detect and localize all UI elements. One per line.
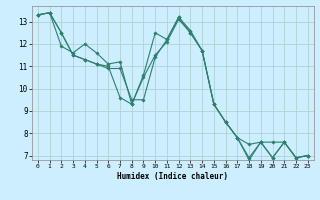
X-axis label: Humidex (Indice chaleur): Humidex (Indice chaleur) [117,172,228,181]
